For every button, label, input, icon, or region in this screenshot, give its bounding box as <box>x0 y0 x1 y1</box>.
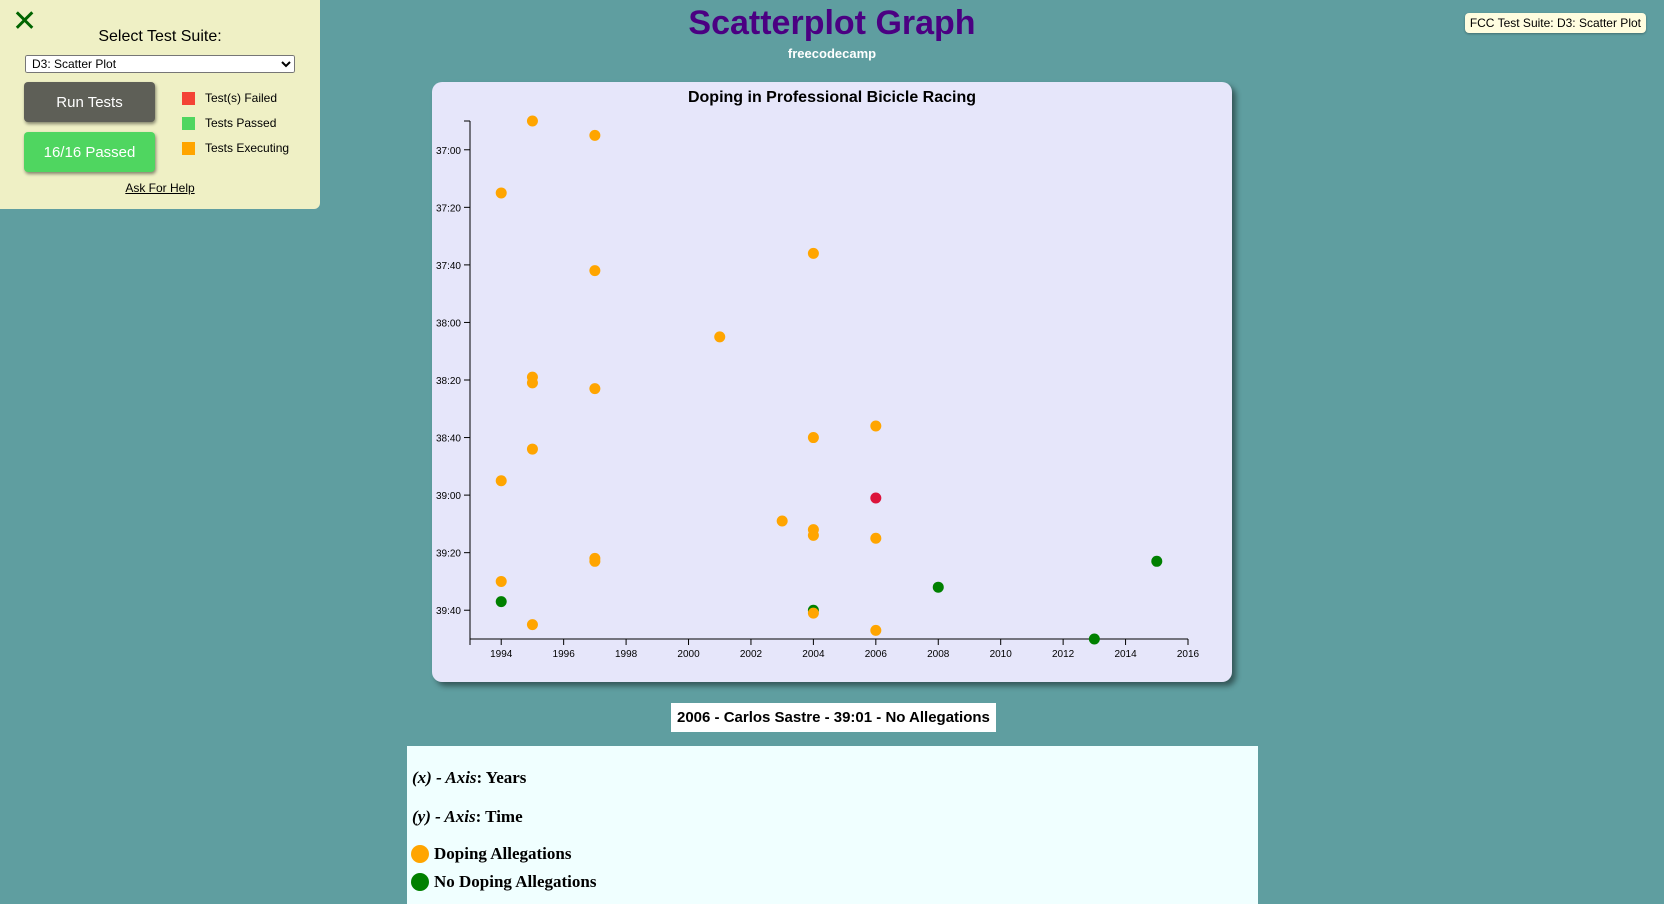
legend-passed: Tests Passed <box>182 116 276 130</box>
dot[interactable] <box>932 581 944 593</box>
dot[interactable] <box>526 619 538 631</box>
y-tick-label: 39:00 <box>436 491 461 502</box>
dot[interactable] <box>807 432 819 444</box>
x-tick-label: 2010 <box>990 649 1013 660</box>
dot[interactable] <box>589 265 601 277</box>
dots-layer <box>495 115 1163 645</box>
tests-passed-button[interactable]: 16/16 Passed <box>24 132 155 172</box>
y-tick-label: 39:20 <box>436 549 461 560</box>
dot[interactable] <box>807 247 819 259</box>
page-title: Scatterplot Graph <box>688 4 976 42</box>
x-tick-label: 1996 <box>553 649 576 660</box>
dot[interactable] <box>526 443 538 455</box>
run-tests-button[interactable]: Run Tests <box>24 82 155 122</box>
dot[interactable] <box>495 187 507 199</box>
x-axis: 1994 1996 1998 2000 2002 2004 2006 2008 2010 2012… <box>469 638 1200 660</box>
x-tick-label: 2016 <box>1177 649 1200 660</box>
legend-clean-label: No Doping Allegations <box>434 872 597 891</box>
dot[interactable] <box>1088 633 1100 645</box>
dot[interactable] <box>495 475 507 487</box>
x-tick-label: 2000 <box>677 649 700 660</box>
legend-failed-label: Test(s) Failed <box>205 91 278 105</box>
clean-dot-icon <box>411 873 429 891</box>
y-axis-prefix: (y) - Axis <box>412 807 476 826</box>
y-tick-label: 38:40 <box>436 434 461 445</box>
fcc-suite-badge: FCC Test Suite: D3: Scatter Plot <box>1464 13 1646 33</box>
executing-swatch <box>182 141 195 155</box>
dot[interactable] <box>589 383 601 395</box>
y-tick-label: 37:40 <box>436 261 461 272</box>
doping-dot-icon <box>411 845 429 863</box>
dot[interactable] <box>589 129 601 141</box>
legend-failed: Test(s) Failed <box>182 91 277 105</box>
legend-executing-label: Tests Executing <box>205 141 290 155</box>
chart-card: Doping in Professional Bicicle Racing 19… <box>432 82 1232 682</box>
x-tick-label: 2002 <box>740 649 763 660</box>
dot[interactable] <box>526 377 538 389</box>
y-tick-label: 38:00 <box>436 318 461 329</box>
chart-title: Doping in Professional Bicicle Racing <box>688 89 976 106</box>
x-axis-description: (x) - Axis: Years <box>412 768 526 788</box>
x-tick-label: 2008 <box>927 649 950 660</box>
dot[interactable] <box>589 555 601 567</box>
x-tick-label: 2006 <box>865 649 888 660</box>
passed-swatch <box>182 116 195 130</box>
y-axis: 37:00 37:20 37:40 38:00 38:20 38:40 39:00 39:20… <box>436 120 471 639</box>
x-axis-prefix: (x) - Axis <box>412 768 477 787</box>
x-tick-label: 1998 <box>615 649 638 660</box>
dot[interactable] <box>870 624 882 636</box>
legend-executing: Tests Executing <box>182 141 289 155</box>
y-tick-label: 37:00 <box>436 146 461 157</box>
y-axis-value: : Time <box>475 807 523 826</box>
dot[interactable] <box>807 607 819 619</box>
info-box: (x) - Axis: Years (y) - Axis: Time Dopin… <box>407 746 1258 904</box>
legend-doping-label: Doping Allegations <box>434 844 572 863</box>
close-icon[interactable]: ✕ <box>12 4 38 39</box>
failed-swatch <box>182 91 195 105</box>
tooltip: 2006 - Carlos Sastre - 39:01 - No Allega… <box>671 703 996 732</box>
dot[interactable] <box>526 115 538 127</box>
legend-passed-label: Tests Passed <box>205 116 277 130</box>
legend-clean: No Doping Allegations <box>411 872 596 892</box>
ask-for-help-link[interactable]: Ask For Help <box>125 181 195 195</box>
y-axis-description: (y) - Axis: Time <box>412 807 523 827</box>
y-tick-label: 39:40 <box>436 606 461 617</box>
x-tick-label: 2004 <box>802 649 825 660</box>
x-axis-value: : Years <box>476 768 527 787</box>
page-subtitle: freecodecamp <box>787 46 877 61</box>
dot[interactable] <box>495 575 507 587</box>
dot[interactable] <box>870 420 882 432</box>
scatter-chart: Doping in Professional Bicicle Racing 19… <box>436 89 1200 660</box>
x-tick-label: 2014 <box>1114 649 1137 660</box>
select-suite-label: Select Test Suite: <box>98 28 222 45</box>
fcc-test-panel: ✕ Select Test Suite: D3: Scatter Plot Ru… <box>0 0 320 209</box>
dot[interactable] <box>1151 555 1163 567</box>
x-tick-label: 1994 <box>490 649 513 660</box>
test-suite-select[interactable]: D3: Scatter Plot <box>25 55 295 73</box>
dot[interactable] <box>807 529 819 541</box>
y-tick-label: 38:20 <box>436 376 461 387</box>
dot[interactable] <box>776 515 788 527</box>
highlighted-dot[interactable] <box>870 492 882 504</box>
legend-doping: Doping Allegations <box>411 844 571 864</box>
dot[interactable] <box>495 596 507 608</box>
x-tick-label: 2012 <box>1052 649 1075 660</box>
dot[interactable] <box>714 331 726 343</box>
dot[interactable] <box>870 532 882 544</box>
y-tick-label: 37:20 <box>436 203 461 214</box>
